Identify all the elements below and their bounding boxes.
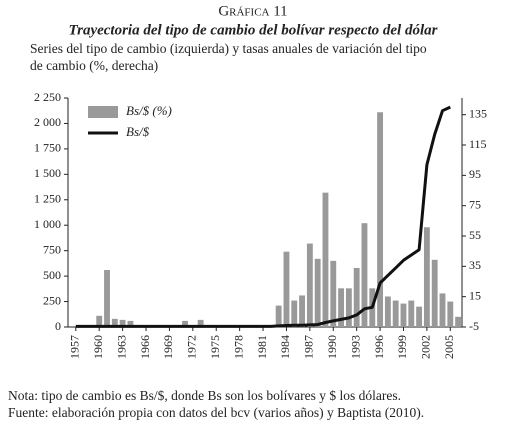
y-tick-label: 500	[43, 268, 61, 282]
y-tick-label: 1 750	[34, 141, 61, 155]
x-tick-label: 1957	[68, 335, 82, 359]
bar	[283, 251, 290, 327]
bar	[104, 270, 110, 327]
bar	[330, 260, 337, 327]
subtitle: Series del tipo de cambio (izquierda) y …	[30, 41, 427, 56]
bar	[197, 319, 204, 327]
bar	[423, 227, 430, 327]
y-tick-label: 750	[43, 242, 61, 256]
bar	[127, 320, 134, 327]
y-tick-label: 250	[43, 293, 61, 307]
y2-tick-label: 55	[469, 228, 481, 242]
x-tick-label: 2005	[442, 335, 456, 359]
y-tick-label: 1 000	[34, 217, 61, 231]
x-tick-label: 1966	[138, 335, 152, 359]
bar	[306, 243, 313, 327]
y2-tick-label: 15	[469, 288, 481, 302]
x-tick-label: 1981	[255, 335, 269, 359]
y2-tick-label: 115	[469, 137, 487, 151]
bar	[384, 296, 391, 327]
bar	[119, 319, 126, 327]
y2-tick-label: -5	[469, 319, 479, 333]
bar	[353, 267, 360, 327]
x-tick-label: 1978	[231, 335, 245, 359]
bar	[322, 192, 329, 327]
bar	[431, 259, 438, 327]
x-tick-label: 1996	[372, 335, 386, 359]
y2-tick-label: 135	[469, 106, 487, 120]
x-tick-label: 1975	[208, 335, 222, 359]
y-tick-label: 1 250	[34, 192, 61, 206]
x-tick-label: 1969	[161, 335, 175, 359]
bar	[111, 318, 118, 327]
legend-label: Bs/$	[126, 124, 150, 139]
y2-tick-label: 75	[469, 197, 481, 211]
bar	[182, 320, 188, 327]
x-tick-label: 1972	[185, 335, 199, 359]
bar	[345, 288, 352, 327]
bar	[299, 295, 305, 327]
bar	[314, 258, 321, 327]
x-tick-label: 2002	[419, 335, 433, 359]
bar	[400, 303, 407, 327]
x-tick-label: 1999	[395, 335, 409, 359]
y-tick-label: 2 000	[34, 115, 61, 129]
line	[75, 105, 451, 328]
x-tick-label: 1960	[91, 335, 105, 359]
bar	[361, 223, 368, 327]
note: Nota: tipo de cambio es Bs/$, donde Bs s…	[8, 388, 401, 403]
chart-title: Trayectoria del tipo de cambio del bolív…	[69, 22, 438, 38]
legend-swatch	[88, 106, 118, 118]
bar	[439, 293, 446, 327]
x-tick-label: 1984	[278, 335, 292, 359]
y-tick-label: 0	[55, 319, 61, 333]
bar	[392, 300, 399, 327]
chart-label: Gráfica 11	[218, 3, 287, 19]
subtitle: de cambio (%, derecha)	[30, 58, 158, 73]
x-tick-label: 1963	[114, 335, 128, 359]
bar	[416, 306, 423, 327]
bar	[275, 305, 282, 327]
x-tick-label: 1987	[302, 335, 316, 359]
x-tick-label: 1993	[348, 335, 362, 359]
bar	[291, 300, 298, 327]
y2-tick-label: 35	[469, 258, 481, 272]
bar	[338, 288, 344, 327]
bar	[447, 301, 454, 327]
y-tick-label: 1 500	[34, 166, 61, 180]
y-tick-label: 2 250	[34, 90, 61, 104]
bar	[96, 315, 103, 327]
note: Fuente: elaboración propia con datos del…	[8, 405, 424, 420]
x-tick-label: 1990	[325, 335, 339, 359]
legend-label: Bs/$ (%)	[126, 103, 172, 118]
bar	[408, 300, 415, 327]
bar	[377, 112, 384, 327]
y2-tick-label: 95	[469, 167, 481, 181]
bar	[455, 316, 462, 327]
